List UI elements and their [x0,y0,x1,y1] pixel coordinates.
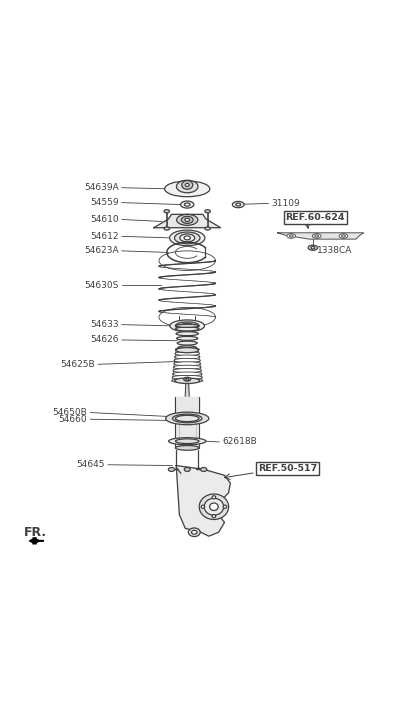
Ellipse shape [174,358,201,362]
Ellipse shape [174,362,201,366]
Text: 54639A: 54639A [84,183,119,192]
Ellipse shape [173,369,202,372]
Ellipse shape [339,233,348,238]
Ellipse shape [176,348,199,353]
Ellipse shape [312,233,321,238]
Ellipse shape [199,494,228,520]
Text: FR.: FR. [24,526,47,539]
Text: 54612: 54612 [90,232,119,241]
Ellipse shape [181,324,193,329]
Text: 54626: 54626 [90,335,119,345]
Ellipse shape [232,201,244,208]
Ellipse shape [205,227,211,230]
Ellipse shape [176,324,199,327]
Text: 54630S: 54630S [84,281,119,289]
Ellipse shape [176,322,199,330]
Ellipse shape [236,203,241,206]
Ellipse shape [172,379,203,382]
Ellipse shape [176,348,199,351]
Ellipse shape [176,415,199,422]
Ellipse shape [311,246,315,249]
Ellipse shape [212,496,216,499]
Ellipse shape [165,181,210,197]
Ellipse shape [172,375,203,379]
Polygon shape [176,397,199,419]
Text: 31109: 31109 [271,199,300,208]
Text: 1338CA: 1338CA [317,246,352,255]
Ellipse shape [287,233,296,238]
Polygon shape [185,381,190,414]
Ellipse shape [176,439,199,443]
Ellipse shape [175,378,200,384]
Ellipse shape [184,377,191,381]
Ellipse shape [177,341,197,345]
Ellipse shape [210,503,218,510]
Ellipse shape [177,214,198,225]
Ellipse shape [201,467,207,471]
Ellipse shape [204,498,224,515]
Polygon shape [176,465,230,537]
Ellipse shape [177,337,198,340]
Ellipse shape [170,230,205,246]
Ellipse shape [170,320,205,332]
Ellipse shape [175,352,199,356]
Text: 54625B: 54625B [60,360,95,369]
Polygon shape [154,214,220,228]
Ellipse shape [176,332,199,336]
Polygon shape [176,397,199,448]
Ellipse shape [185,378,189,380]
Text: 54633: 54633 [90,320,119,329]
Ellipse shape [164,227,170,230]
Ellipse shape [205,209,211,213]
Ellipse shape [180,325,186,329]
Ellipse shape [212,515,216,518]
Ellipse shape [182,180,193,189]
Ellipse shape [289,235,293,237]
Ellipse shape [201,505,205,508]
Text: 62618B: 62618B [222,438,257,446]
Ellipse shape [185,203,190,206]
Text: 54610: 54610 [90,215,119,224]
Ellipse shape [168,467,175,471]
Ellipse shape [185,183,189,187]
Ellipse shape [172,372,202,376]
Ellipse shape [181,201,194,208]
Ellipse shape [176,446,199,450]
Ellipse shape [223,505,227,508]
Ellipse shape [181,217,193,223]
Ellipse shape [172,414,202,423]
Text: REF.50-517: REF.50-517 [258,464,317,473]
Ellipse shape [180,234,195,242]
Ellipse shape [185,218,189,222]
Text: 54650B: 54650B [53,408,87,417]
Ellipse shape [308,245,318,250]
Ellipse shape [176,180,198,193]
Ellipse shape [188,528,200,537]
Ellipse shape [315,235,319,237]
Ellipse shape [166,412,209,425]
Ellipse shape [191,530,197,534]
Ellipse shape [178,346,197,350]
Text: 54660: 54660 [59,414,87,424]
Ellipse shape [164,209,170,213]
Text: 54623A: 54623A [84,246,119,255]
Text: 54645: 54645 [76,460,105,469]
Text: 54559: 54559 [90,198,119,207]
Text: REF.60-624: REF.60-624 [285,213,345,222]
Ellipse shape [174,232,200,244]
Ellipse shape [341,235,345,237]
Ellipse shape [169,438,206,445]
Ellipse shape [184,467,190,471]
Ellipse shape [176,327,199,331]
Ellipse shape [174,355,200,359]
Ellipse shape [184,236,190,240]
Polygon shape [277,233,364,239]
Ellipse shape [173,365,201,369]
